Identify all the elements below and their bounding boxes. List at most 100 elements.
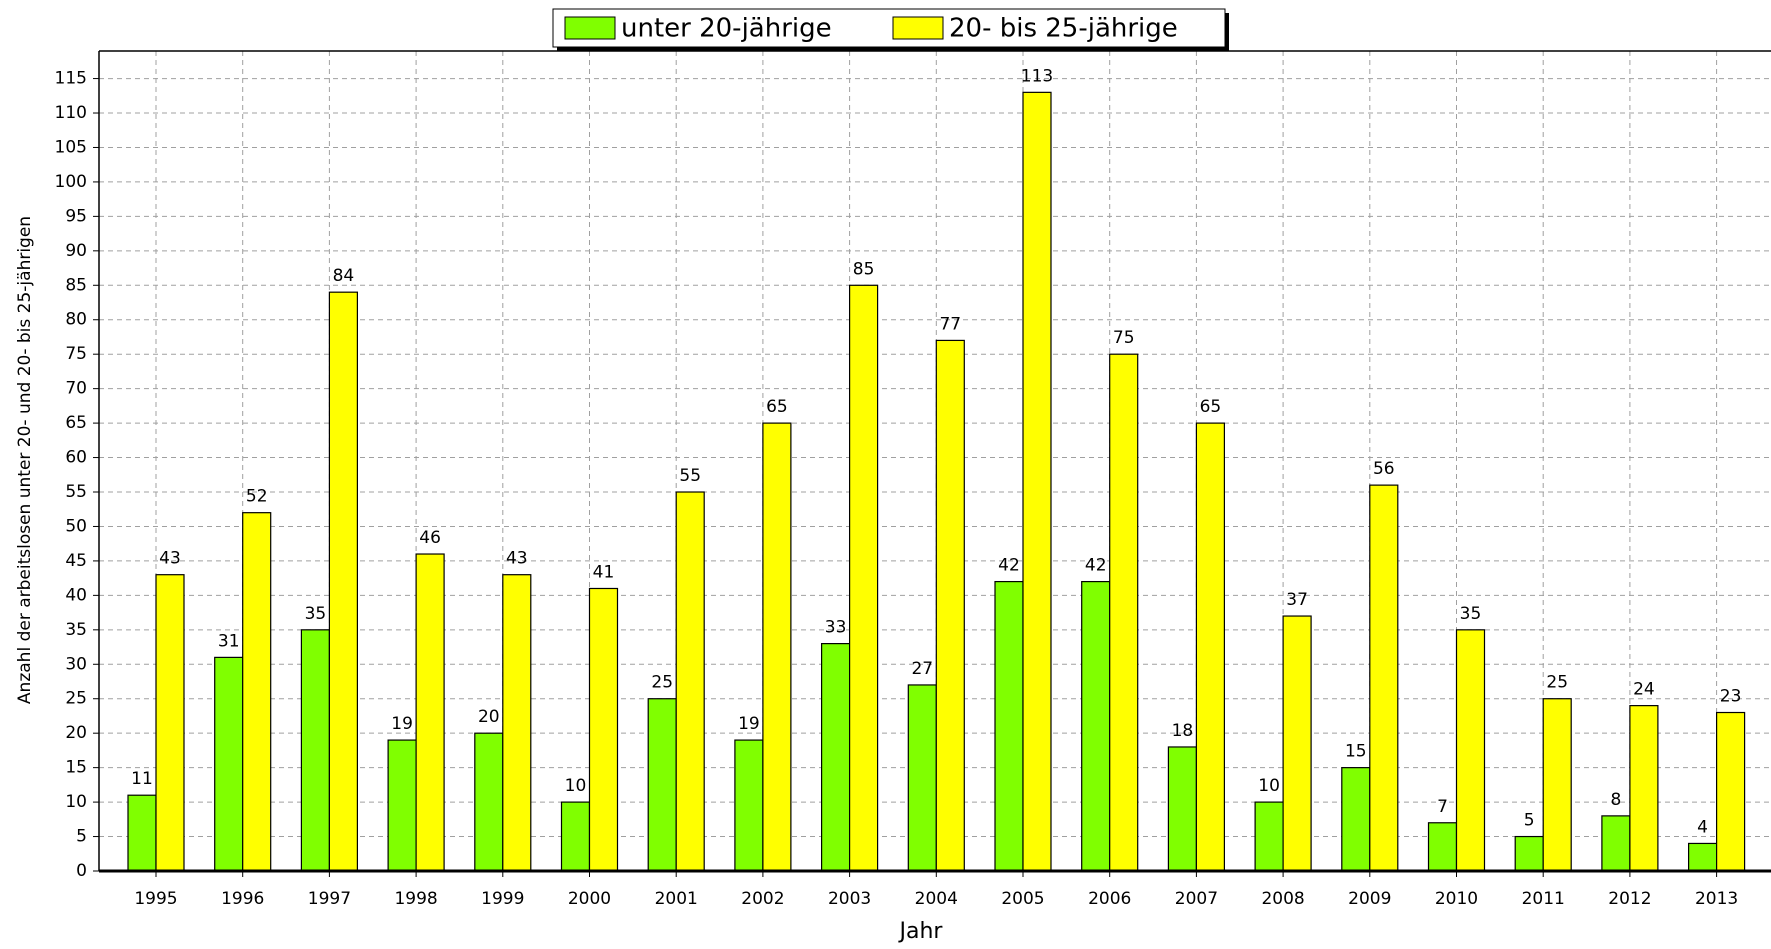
bar bbox=[387, 739, 417, 872]
bar bbox=[1167, 746, 1198, 872]
value-label: 43 bbox=[159, 549, 181, 569]
value-label: 4 bbox=[1697, 817, 1708, 837]
y-tick-label: 20 bbox=[65, 723, 87, 743]
value-label: 41 bbox=[593, 562, 615, 582]
value-label: 7 bbox=[1437, 797, 1448, 817]
value-label: 113 bbox=[1021, 66, 1053, 86]
bar bbox=[588, 587, 619, 872]
bar bbox=[675, 491, 705, 872]
y-tick-label: 85 bbox=[65, 275, 87, 295]
y-tick-label: 40 bbox=[65, 585, 87, 605]
x-tick-label: 2007 bbox=[1175, 889, 1218, 909]
value-label: 65 bbox=[766, 397, 788, 417]
bar bbox=[214, 656, 244, 872]
bar bbox=[647, 698, 677, 872]
bar bbox=[1542, 698, 1572, 872]
bar bbox=[762, 422, 792, 872]
bar bbox=[1455, 629, 1486, 872]
value-label: 31 bbox=[218, 631, 240, 651]
value-label: 52 bbox=[246, 487, 268, 507]
x-tick-label: 2006 bbox=[1088, 889, 1131, 909]
y-tick-label: 115 bbox=[55, 69, 87, 89]
y-tick-label: 10 bbox=[65, 792, 87, 812]
bar bbox=[1282, 615, 1312, 872]
x-tick-label: 2000 bbox=[568, 889, 611, 909]
x-tick-label: 1997 bbox=[308, 889, 351, 909]
value-label: 75 bbox=[1113, 328, 1135, 348]
y-tick-label: 75 bbox=[65, 344, 87, 364]
bar bbox=[1109, 353, 1139, 872]
bar bbox=[1715, 711, 1746, 872]
value-label: 5 bbox=[1524, 811, 1535, 831]
value-label: 65 bbox=[1200, 397, 1222, 417]
value-label: 10 bbox=[1258, 776, 1280, 796]
value-label: 42 bbox=[998, 556, 1020, 576]
x-tick-label: 1995 bbox=[134, 889, 177, 909]
value-label: 56 bbox=[1373, 459, 1395, 479]
value-label: 46 bbox=[419, 528, 441, 548]
legend-label: unter 20-jährige bbox=[621, 14, 832, 44]
x-tick-label: 1999 bbox=[481, 889, 524, 909]
bar bbox=[242, 512, 272, 872]
value-label: 19 bbox=[391, 714, 413, 734]
y-tick-label: 25 bbox=[65, 689, 87, 709]
value-label: 10 bbox=[565, 776, 587, 796]
y-tick-label: 45 bbox=[65, 551, 87, 571]
bar bbox=[560, 801, 591, 872]
y-tick-label: 65 bbox=[65, 413, 87, 433]
bar bbox=[907, 684, 937, 872]
x-tick-label: 2013 bbox=[1695, 889, 1738, 909]
y-tick-label: 30 bbox=[65, 654, 87, 674]
y-tick-label: 80 bbox=[65, 310, 87, 330]
value-label: 27 bbox=[911, 659, 933, 679]
value-label: 11 bbox=[131, 769, 153, 789]
x-tick-label: 2009 bbox=[1348, 889, 1391, 909]
y-tick-label: 35 bbox=[65, 620, 87, 640]
bar bbox=[994, 580, 1024, 872]
y-tick-label: 95 bbox=[65, 206, 87, 226]
bar bbox=[1341, 767, 1371, 872]
bar bbox=[300, 629, 330, 872]
bar bbox=[1254, 801, 1284, 872]
bar bbox=[1369, 484, 1399, 872]
bar bbox=[1081, 580, 1111, 872]
legend-swatch bbox=[564, 16, 616, 40]
bar bbox=[1687, 842, 1718, 872]
x-tick-label: 2003 bbox=[828, 889, 871, 909]
value-label: 77 bbox=[939, 314, 961, 334]
bar bbox=[1601, 815, 1631, 872]
value-label: 8 bbox=[1610, 790, 1621, 810]
value-label: 24 bbox=[1633, 680, 1655, 700]
value-label: 25 bbox=[651, 673, 673, 693]
bar bbox=[1022, 91, 1052, 872]
bar bbox=[1427, 822, 1458, 872]
x-tick-label: 2011 bbox=[1522, 889, 1565, 909]
x-axis-title: Jahr bbox=[898, 919, 944, 944]
value-label: 18 bbox=[1172, 721, 1194, 741]
bar bbox=[127, 794, 157, 872]
bar bbox=[415, 553, 445, 872]
value-label: 37 bbox=[1286, 590, 1308, 610]
value-label: 42 bbox=[1085, 556, 1107, 576]
y-tick-label: 90 bbox=[65, 241, 87, 261]
legend bbox=[552, 8, 1226, 48]
y-tick-label: 100 bbox=[55, 172, 87, 192]
bar bbox=[820, 643, 851, 872]
y-tick-label: 60 bbox=[65, 448, 87, 468]
x-tick-label: 2010 bbox=[1435, 889, 1478, 909]
value-label: 33 bbox=[825, 618, 847, 638]
y-tick-label: 15 bbox=[65, 758, 87, 778]
value-label: 15 bbox=[1345, 742, 1367, 762]
y-tick-label: 55 bbox=[65, 482, 87, 502]
x-tick-label: 1998 bbox=[394, 889, 437, 909]
bar bbox=[848, 284, 879, 872]
bar bbox=[734, 739, 764, 872]
x-tick-label: 2012 bbox=[1608, 889, 1651, 909]
value-label: 23 bbox=[1720, 687, 1742, 707]
bar bbox=[502, 574, 532, 872]
value-label: 25 bbox=[1546, 673, 1568, 693]
x-tick-label: 2002 bbox=[741, 889, 784, 909]
value-label: 19 bbox=[738, 714, 760, 734]
bar bbox=[474, 732, 504, 872]
